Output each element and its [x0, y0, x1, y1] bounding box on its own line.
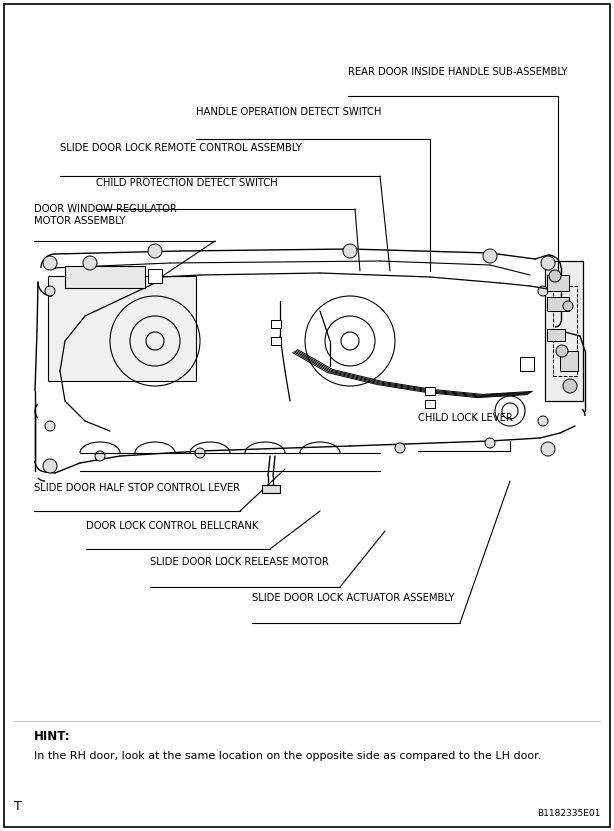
Circle shape — [541, 256, 555, 270]
Bar — [553, 286, 577, 376]
Bar — [262, 485, 280, 493]
Bar — [425, 400, 435, 408]
Circle shape — [343, 244, 357, 258]
Circle shape — [395, 443, 405, 453]
Circle shape — [549, 270, 561, 282]
Circle shape — [556, 345, 568, 357]
Circle shape — [541, 442, 555, 456]
Text: CHILD PROTECTION DETECT SWITCH: CHILD PROTECTION DETECT SWITCH — [96, 178, 278, 188]
Text: T: T — [14, 799, 21, 813]
Circle shape — [538, 416, 548, 426]
Text: HANDLE OPERATION DETECT SWITCH: HANDLE OPERATION DETECT SWITCH — [196, 107, 381, 117]
Circle shape — [45, 286, 55, 296]
Bar — [48, 276, 196, 381]
Text: SLIDE DOOR HALF STOP CONTROL LEVER: SLIDE DOOR HALF STOP CONTROL LEVER — [34, 483, 240, 493]
Circle shape — [563, 301, 573, 311]
Text: B1182335E01: B1182335E01 — [537, 809, 600, 818]
Bar — [560, 351, 578, 371]
Text: DOOR WINDOW REGULATOR
MOTOR ASSEMBLY: DOOR WINDOW REGULATOR MOTOR ASSEMBLY — [34, 204, 177, 226]
Bar — [547, 297, 569, 311]
Circle shape — [43, 459, 57, 473]
Circle shape — [563, 379, 577, 393]
Bar — [547, 275, 569, 291]
Text: In the RH door, look at the same location on the opposite side as compared to th: In the RH door, look at the same locatio… — [34, 751, 542, 761]
Circle shape — [485, 438, 495, 448]
Text: REAR DOOR INSIDE HANDLE SUB-ASSEMBLY: REAR DOOR INSIDE HANDLE SUB-ASSEMBLY — [348, 67, 567, 77]
Circle shape — [95, 451, 105, 461]
Circle shape — [538, 286, 548, 296]
Text: DOOR LOCK CONTROL BELLCRANK: DOOR LOCK CONTROL BELLCRANK — [86, 521, 258, 531]
Bar — [271, 337, 281, 345]
Bar — [545, 261, 583, 401]
Bar — [65, 266, 145, 288]
Bar — [148, 269, 162, 283]
Text: CHILD LOCK LEVER: CHILD LOCK LEVER — [418, 413, 513, 423]
Circle shape — [148, 244, 162, 258]
Circle shape — [483, 249, 497, 263]
Text: SLIDE DOOR LOCK RELEASE MOTOR: SLIDE DOOR LOCK RELEASE MOTOR — [150, 557, 328, 567]
Circle shape — [43, 256, 57, 270]
Circle shape — [83, 256, 97, 270]
Text: SLIDE DOOR LOCK ACTUATOR ASSEMBLY: SLIDE DOOR LOCK ACTUATOR ASSEMBLY — [252, 593, 454, 603]
Bar — [425, 387, 435, 395]
Circle shape — [45, 421, 55, 431]
Circle shape — [195, 448, 205, 458]
Text: SLIDE DOOR LOCK REMOTE CONTROL ASSEMBLY: SLIDE DOOR LOCK REMOTE CONTROL ASSEMBLY — [60, 143, 302, 153]
Bar — [547, 329, 565, 341]
Bar — [271, 320, 281, 328]
Text: HINT:: HINT: — [34, 730, 71, 743]
Bar — [520, 357, 534, 371]
